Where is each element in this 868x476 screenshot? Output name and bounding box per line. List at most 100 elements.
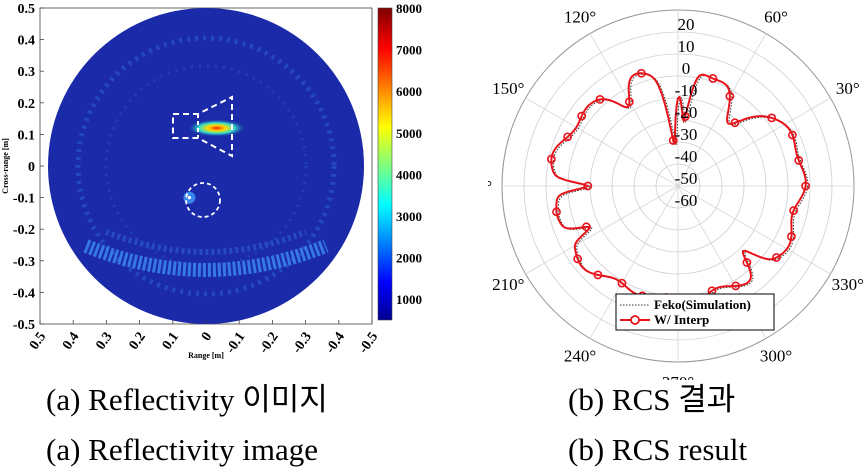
rcs-polar-chart: 20100-10-20-30-40-50-600°30°60°90°120°15… [460, 7, 864, 392]
x-tick-label: 0.2 [127, 330, 149, 353]
series-interp-marker [731, 281, 741, 291]
angle-tick-label: 240° [564, 347, 596, 366]
hotspot-arc [83, 239, 329, 277]
series-interp-line [550, 72, 807, 306]
y-tick-label: 0.2 [18, 97, 36, 112]
series-interp-marker [668, 136, 678, 145]
y-tick-label: -0.1 [13, 192, 35, 207]
hotspot-target-core [187, 196, 191, 200]
r-tick-label: -30 [675, 125, 698, 144]
series-interp-marker [583, 181, 593, 191]
polar-spoke [589, 33, 679, 187]
r-tick-label: -60 [675, 191, 698, 210]
angle-tick-label: 60° [764, 7, 788, 26]
ring-inner [104, 64, 308, 268]
polar-spoke [525, 185, 679, 275]
caption-b-korean: (b) RCS 결과 [568, 382, 736, 417]
sphere-outline [185, 182, 221, 218]
series-interp-marker [767, 113, 777, 123]
series-interp-marker [581, 222, 591, 232]
series-interp-marker [680, 112, 690, 121]
series-interp-marker [636, 68, 646, 78]
x-tick-label: -0.2 [257, 330, 282, 357]
r-tick-label: 0 [682, 59, 691, 78]
angle-tick-label: 180° [488, 177, 492, 196]
y-tick-label: 0.3 [18, 65, 36, 80]
colorbar [377, 7, 393, 321]
x-tick-label: 0 [199, 330, 215, 344]
legend-label: W/ Interp [654, 312, 709, 327]
x-tick-label: -0.4 [323, 330, 348, 357]
polar-spoke [677, 33, 767, 187]
x-tick-label: -0.3 [290, 330, 315, 357]
angle-tick-label: 30° [836, 79, 860, 98]
angle-tick-label: 150° [492, 79, 524, 98]
legend-label: Feko(Simulation) [654, 297, 751, 312]
x-tick-label: 0.4 [60, 330, 82, 353]
x-tick-label: 0.5 [27, 330, 49, 353]
series-interp-marker [730, 118, 740, 128]
series-interp-marker [788, 130, 797, 140]
colorbar-tick-label: 4000 [396, 167, 422, 182]
r-tick-label: -20 [675, 103, 698, 122]
polar-spoke [677, 97, 831, 187]
r-tick-label: 10 [678, 37, 695, 56]
angle-tick-label: 210° [492, 275, 524, 294]
colorbar-tick-label: 2000 [396, 251, 422, 266]
y-tick-label: -0.2 [13, 223, 35, 238]
y-tick-label: 0.1 [18, 128, 36, 143]
series-interp-marker [546, 154, 556, 164]
reflectivity-disc [48, 8, 364, 324]
y-tick-label: 0.4 [18, 34, 36, 49]
x-tick-label: -0.5 [356, 330, 381, 357]
series-interp-marker [617, 278, 627, 288]
series-interp-marker [577, 111, 587, 121]
x-tick-label: -0.1 [223, 330, 248, 357]
series-interp-marker [552, 207, 561, 217]
x-tick-label: 0.1 [160, 330, 182, 353]
disc-content [75, 35, 337, 297]
y-tick-label: -0.5 [13, 318, 35, 333]
caption-a-english: (a) Reflectivity image [46, 432, 318, 467]
colorbar-tick-label: 3000 [396, 209, 422, 224]
series-interp-marker [563, 132, 573, 142]
series-interp-marker [573, 254, 583, 264]
series-interp-marker [794, 155, 804, 165]
colorbar-tick-label: 8000 [396, 1, 422, 16]
r-tick-label: -50 [675, 169, 698, 188]
series-feko-line [552, 73, 809, 306]
series-interp-marker [725, 91, 735, 101]
angle-tick-label: 300° [760, 347, 792, 366]
legend-box [615, 293, 775, 331]
reflectivity-chart: 0.50.40.30.20.10-0.1-0.2-0.3-0.4-0.50.5 0… [1, 1, 422, 360]
y-tick-label: 0.5 [18, 2, 36, 17]
ring-outer [75, 35, 337, 297]
series-interp-marker [772, 253, 781, 262]
y-axis-label: Cross-range [m] [1, 138, 10, 194]
x-tick-label: 0.3 [93, 330, 115, 353]
r-tick-label: -10 [675, 81, 698, 100]
polar-spoke [589, 185, 679, 339]
series-interp-marker [801, 181, 810, 191]
y-tick-label: 0 [28, 160, 35, 175]
series-interp-marker [789, 206, 799, 215]
series-interp-marker [708, 74, 718, 83]
colorbar-tick-label: 7000 [396, 43, 422, 58]
polar-spoke [677, 185, 831, 275]
angle-tick-label: 120° [564, 7, 596, 26]
r-tick-label: 20 [678, 15, 695, 34]
y-tick-label: -0.3 [13, 255, 35, 270]
hotspot-arc-inner [104, 229, 308, 255]
caption-b-english: (b) RCS result [568, 432, 748, 467]
angle-tick-label: 330° [832, 275, 864, 294]
polar-spoke [525, 97, 679, 187]
colorbar-tick-label: 1000 [396, 292, 422, 307]
reflectivity-panel: 0.5 0.4 0.3 0.2 0.1 0 -0.1 -0.2 -0.3 -0.4 -0.5 0.5 0… [0, 0, 440, 380]
y-tick-label: -0.4 [13, 286, 35, 301]
rcs-panel: 20100-10-20-30-40-50-600°30°60°90°120°15… [460, 0, 868, 392]
series-interp-marker [593, 270, 603, 280]
series-interp-marker [787, 232, 796, 241]
colorbar-tick-label: 5000 [396, 126, 422, 141]
series-interp-marker [742, 258, 752, 267]
caption-a-korean: (a) Reflectivity 이미지 [46, 382, 328, 417]
